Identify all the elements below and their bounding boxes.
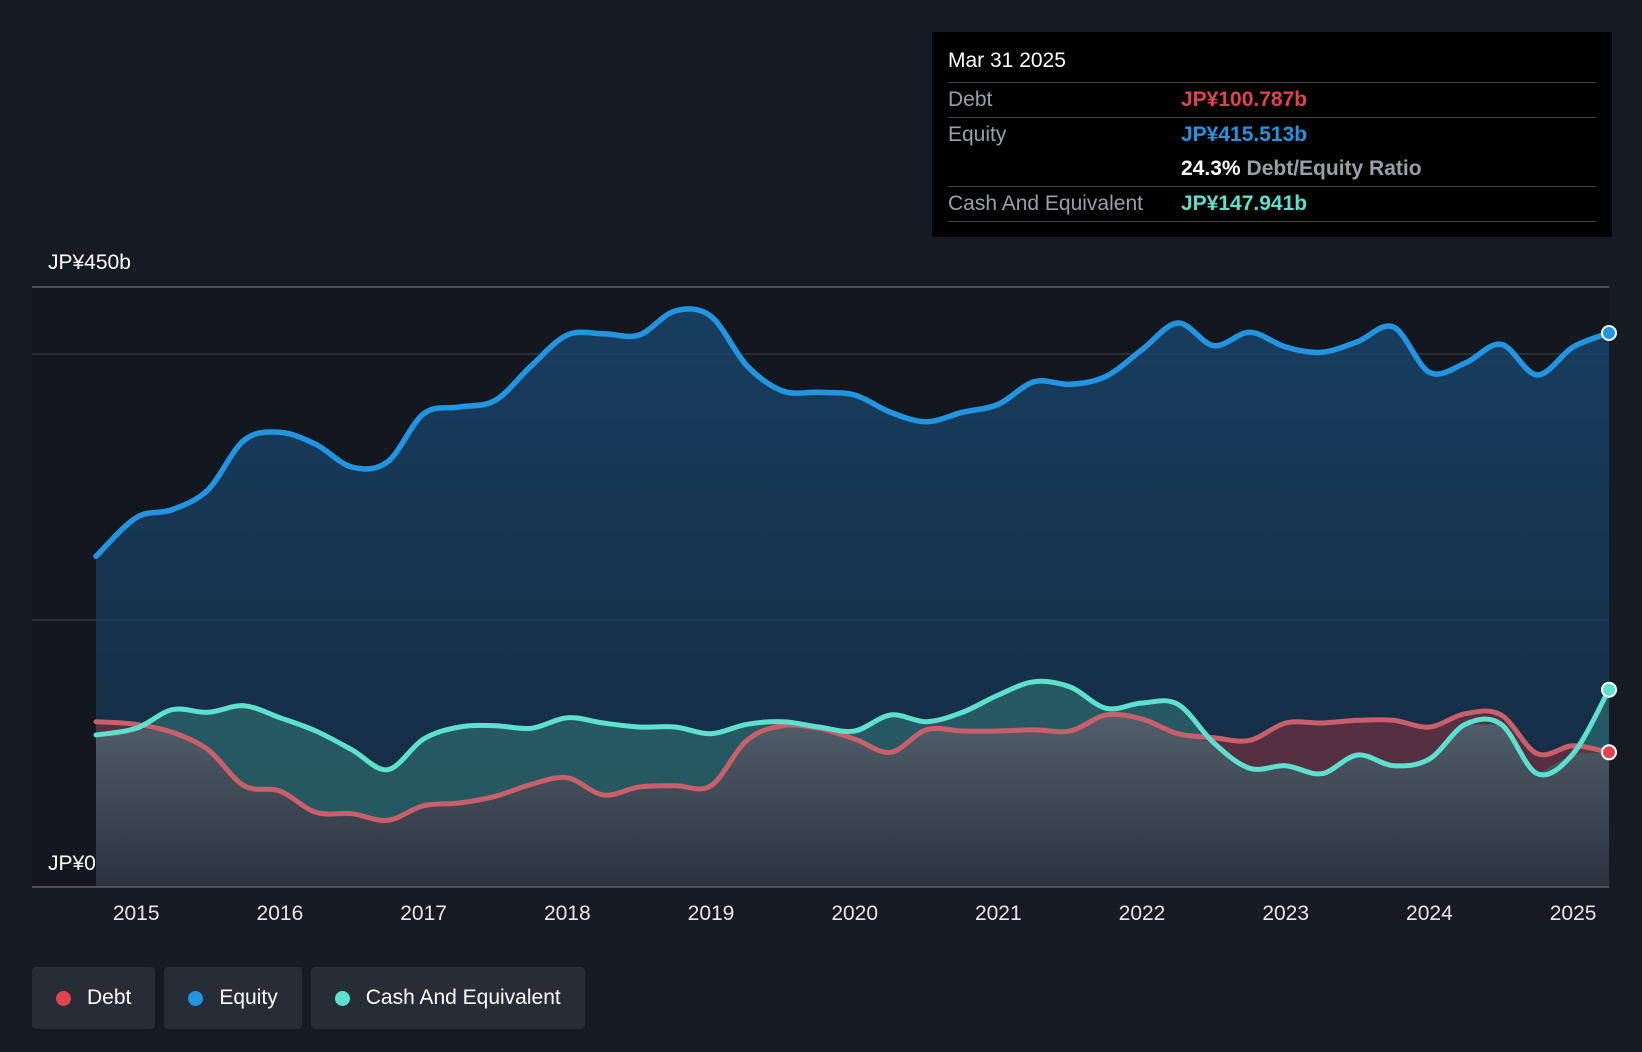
x-tick-label: 2017 (400, 902, 447, 925)
x-tick-label: 2024 (1406, 902, 1453, 925)
tooltip-ratio-row: 24.3% Debt/Equity Ratio (948, 152, 1596, 187)
debt-line (93, 708, 1612, 823)
cash-excess-area (96, 681, 1609, 821)
tooltip-panel: Mar 31 2025 Debt JP¥100.787b Equity JP¥4… (932, 32, 1612, 237)
tooltip-debt-value: JP¥100.787b (1181, 88, 1308, 111)
legend-debt-label: Debt (87, 986, 132, 1009)
tooltip-equity-value: JP¥415.513b (1181, 123, 1308, 146)
x-tick-label: 2022 (1119, 902, 1166, 925)
x-axis-ticks: 2015 2016 2017 2018 2019 2020 2021 2022 2023 2024… (113, 902, 1597, 925)
debt-end-marker (1601, 744, 1617, 761)
legend-cash-label: Cash And Equivalent (365, 986, 561, 1009)
x-tick-label: 2021 (975, 902, 1022, 925)
x-tick-label: 2016 (257, 902, 304, 925)
x-tick-label: 2018 (544, 902, 591, 925)
cash-line (93, 678, 1612, 778)
tooltip-date: Mar 31 2025 (948, 46, 1596, 83)
tooltip-ratio-spacer (948, 152, 1181, 186)
x-tick-label: 2023 (1262, 902, 1309, 925)
tooltip-equity-label: Equity (948, 123, 1007, 146)
tooltip-debt-label: Debt (948, 88, 993, 111)
y-axis-top-label: JP¥450b (48, 251, 131, 274)
x-tick-label: 2019 (688, 902, 735, 925)
legend-item-equity[interactable]: Equity (164, 967, 302, 1029)
equity-line (93, 306, 1612, 560)
tooltip-cash-label: Cash And Equivalent (948, 192, 1143, 215)
tooltip-cash-value: JP¥147.941b (1181, 192, 1308, 215)
equity-end-marker (1601, 325, 1617, 341)
tooltip-equity-row: Equity JP¥415.513b (948, 118, 1596, 152)
chart-legend: Debt Equity Cash And Equivalent (32, 967, 585, 1029)
legend-item-cash[interactable]: Cash And Equivalent (310, 967, 585, 1029)
y-axis-bottom-label: JP¥0 (48, 852, 96, 875)
cash-end-marker (1601, 681, 1617, 698)
equity-dot-icon (188, 990, 204, 1006)
tooltip-debt-row: Debt JP¥100.787b (948, 83, 1596, 118)
cash-dot-icon (334, 990, 350, 1006)
tooltip-ratio-label: Debt/Equity Ratio (1246, 157, 1422, 180)
debt-dot-icon (56, 990, 71, 1006)
legend-equity-label: Equity (219, 986, 278, 1009)
x-tick-label: 2020 (831, 902, 878, 925)
legend-item-debt[interactable]: Debt (32, 967, 156, 1029)
tooltip-cash-row: Cash And Equivalent JP¥147.941b (948, 187, 1596, 222)
tooltip-ratio-value: 24.3% (1181, 157, 1241, 180)
x-tick-label: 2025 (1550, 902, 1597, 925)
x-tick-label: 2015 (113, 902, 160, 925)
